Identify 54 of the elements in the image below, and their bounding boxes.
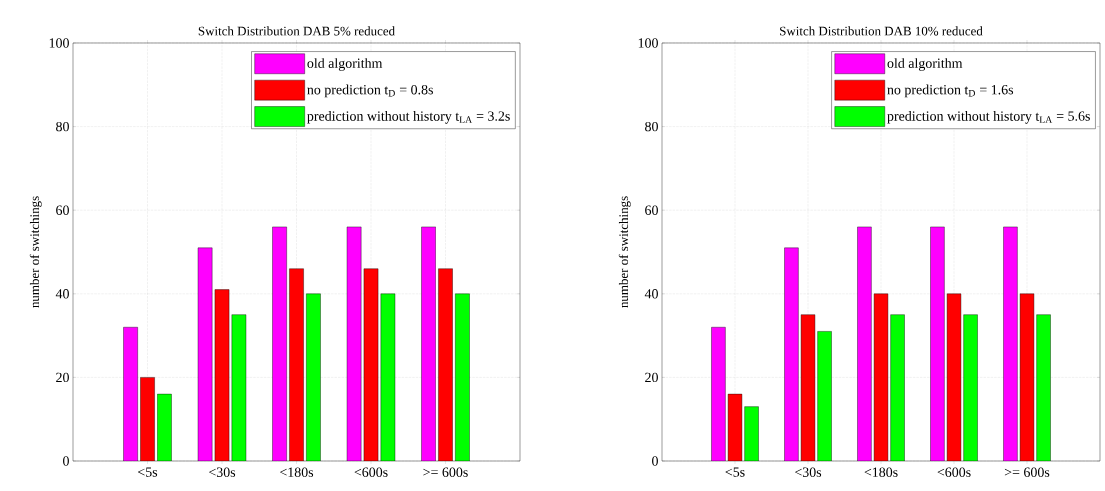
- bar: [123, 327, 138, 461]
- bar: [346, 226, 362, 461]
- bar: [744, 406, 759, 461]
- y-tick-label: 20: [645, 372, 658, 383]
- y-tick-label: 40: [644, 289, 658, 299]
- x-tick-label: <180s: [864, 467, 898, 477]
- bar: [930, 226, 945, 461]
- y-tick-label: 80: [645, 121, 658, 132]
- bar: [963, 314, 978, 461]
- bar: [857, 226, 872, 461]
- y-tick-label: 20: [56, 372, 69, 383]
- legend-label: old algorithm: [307, 58, 383, 71]
- y-tick-label: 40: [55, 289, 69, 299]
- bar: [231, 314, 247, 461]
- x-tick-label: >= 600s: [423, 467, 468, 477]
- bar: [817, 331, 832, 461]
- bar: [1003, 226, 1018, 461]
- bar: [306, 293, 321, 461]
- chart-title: Switch Distribution DAB 5% reduced: [198, 26, 395, 36]
- bar: [711, 327, 726, 461]
- bar: [289, 268, 304, 461]
- y-tick-label: 80: [56, 121, 69, 132]
- legend-label: prediction without history t$_{LA}$ = 3.2s: [307, 110, 510, 124]
- y-tick-label: 0: [652, 456, 658, 466]
- legend-label: no prediction t$_{D}$ = 1.6s: [887, 84, 1014, 98]
- bar: [455, 293, 470, 461]
- x-tick-label: <180s: [280, 467, 314, 477]
- bar: [890, 314, 905, 461]
- y-tick-label: 100: [638, 38, 658, 48]
- x-tick-label: <30s: [209, 467, 236, 477]
- bar: [140, 377, 155, 461]
- bar: [1036, 314, 1051, 461]
- y-tick-label: 0: [63, 456, 69, 466]
- bar: [272, 226, 287, 461]
- x-tick-label: <30s: [795, 467, 822, 477]
- chart-title: Switch Distribution DAB 10% reduced: [780, 26, 983, 36]
- x-tick-label: <5s: [138, 467, 158, 477]
- x-tick-label: <600s: [937, 467, 971, 477]
- x-tick-label: <5s: [725, 467, 745, 477]
- legend-label: prediction without history t$_{LA}$ = 5.6s: [887, 110, 1090, 124]
- y-tick-label: 60: [645, 205, 658, 215]
- bar: [197, 247, 213, 461]
- bar: [784, 247, 799, 461]
- legend-label: no prediction t$_{D}$ = 0.8s: [307, 84, 433, 98]
- y-axis-title: number of switchings: [618, 196, 631, 308]
- bar: [421, 226, 436, 461]
- x-tick-label: <600s: [354, 467, 388, 477]
- bar: [438, 268, 453, 461]
- bar: [380, 293, 396, 461]
- legend-label: old algorithm: [887, 58, 963, 71]
- y-axis-title: number of switchings: [29, 196, 42, 308]
- y-tick-label: 100: [49, 38, 69, 48]
- x-tick-label: >= 600s: [1004, 467, 1050, 477]
- y-tick-label: 60: [56, 205, 69, 215]
